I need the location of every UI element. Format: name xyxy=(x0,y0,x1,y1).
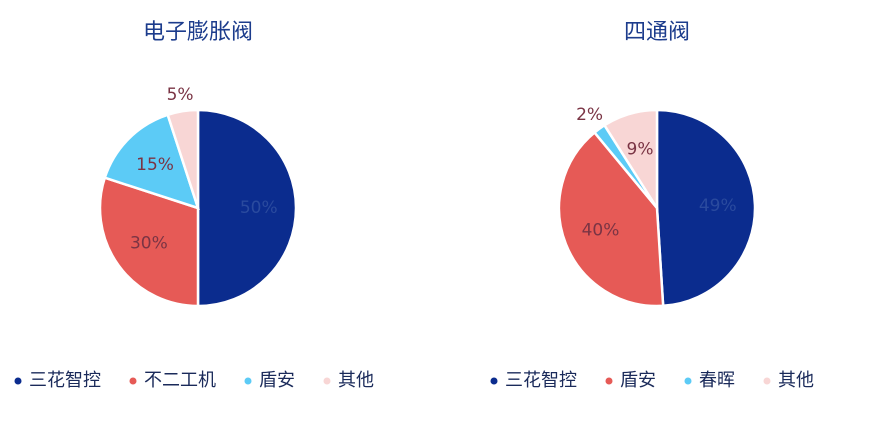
legend-label: 盾安 xyxy=(620,370,656,391)
pie-slice xyxy=(98,176,200,308)
pie-slice xyxy=(166,108,200,209)
legend-marker xyxy=(490,377,498,385)
pie-slice xyxy=(196,108,298,308)
data-label: 2% xyxy=(576,105,603,125)
legend-marker xyxy=(129,377,137,385)
legend-label: 其他 xyxy=(338,370,374,391)
data-label: 40% xyxy=(582,220,620,240)
data-label: 50% xyxy=(240,198,278,218)
legend-marker xyxy=(763,377,771,385)
legend-marker xyxy=(323,377,331,385)
chart-title: 四通阀 xyxy=(624,20,690,45)
legend-label: 盾安 xyxy=(259,370,295,391)
data-label: 30% xyxy=(130,234,168,254)
legend-label: 三花智控 xyxy=(29,370,101,391)
legend-marker xyxy=(605,377,613,385)
pie-slice xyxy=(557,130,665,308)
data-label: 49% xyxy=(699,196,737,216)
legend-label: 其他 xyxy=(778,370,814,391)
legend-marker xyxy=(684,377,692,385)
legend-marker xyxy=(244,377,252,385)
data-label: 15% xyxy=(136,155,174,175)
pie-slice xyxy=(655,108,757,308)
data-label: 5% xyxy=(167,85,194,105)
legend-label: 不二工机 xyxy=(144,370,216,391)
legend-label: 三花智控 xyxy=(505,370,577,391)
chart-title: 电子膨胀阀 xyxy=(143,20,253,45)
legend-marker xyxy=(14,377,22,385)
data-label: 9% xyxy=(627,140,654,160)
legend-label: 春晖 xyxy=(699,370,735,391)
pie-slice xyxy=(602,108,659,213)
